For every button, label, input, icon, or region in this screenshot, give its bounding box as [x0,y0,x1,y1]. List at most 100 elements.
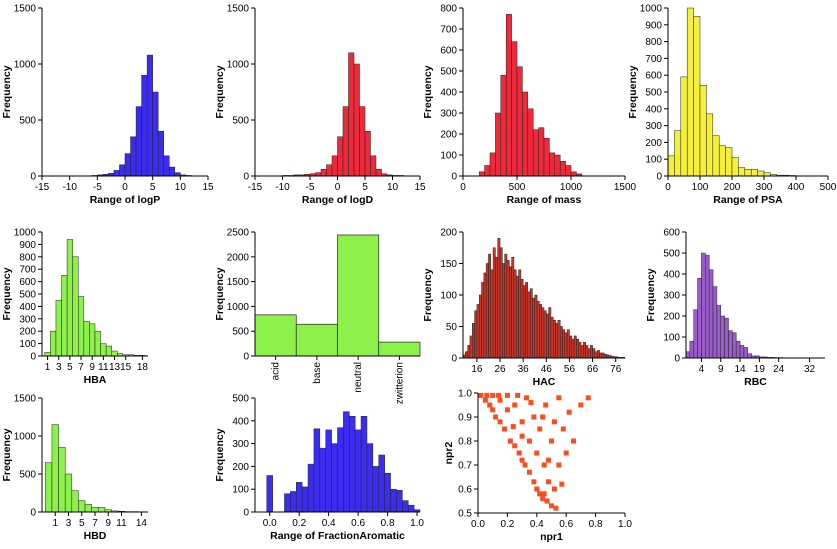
x-tick-label: 15 [120,362,132,373]
bar [504,253,508,359]
y-tick-label: 200 [19,327,36,338]
bar [550,316,554,359]
bar [739,345,745,359]
bar [489,152,496,177]
y-tick-label: 0 [243,172,249,183]
bar [390,488,397,513]
bar [674,130,682,177]
bar [693,309,698,359]
y-tick-label: 0 [674,354,680,365]
point [526,438,532,444]
x-tick-label: 26 [494,364,506,375]
bar [467,345,471,359]
point [537,491,543,497]
point [507,438,513,444]
x-tick-label: 3 [56,362,62,373]
bar [84,504,92,513]
x-axis-label: Range of FractionAromatic [270,530,405,542]
x-tick-label: 9 [718,364,724,375]
bar [685,351,691,359]
y-tick-label: 1000 [227,302,250,313]
y-tick-label: 800 [645,37,662,48]
point [512,402,518,408]
y-tick-label: 100 [645,155,662,166]
x-tick-label: 5 [67,362,73,373]
y-axis-label: Frequency [1,65,13,118]
point [541,462,547,468]
x-tick-label: 19 [754,364,766,375]
bar [750,169,758,177]
point [551,486,557,492]
bar [484,165,491,177]
bar [553,319,556,359]
y-tick-label: 0.6 [458,485,472,496]
bar [337,136,344,177]
y-tick-label: 150 [440,259,457,270]
bar [163,155,170,177]
y-tick-label: 300 [663,291,680,302]
point [515,392,521,398]
bar [284,493,291,513]
bar [505,14,512,177]
bar [492,247,496,359]
bar [718,145,726,177]
point [487,402,493,408]
bar [708,269,714,359]
bar [500,74,507,177]
x-tick-label: 56 [564,364,576,375]
x-tick-label: 1500 [614,182,637,193]
y-tick-label: 600 [645,71,662,82]
x-tick-label: 0.2 [292,518,306,529]
point [551,419,557,425]
x-axis-label: RBC [744,376,767,388]
y-tick-label: 900 [645,20,662,31]
x-tick-label: -5 [306,182,315,193]
bar [469,335,473,359]
bar [290,491,297,513]
point [537,426,543,432]
y-tick-label: 300 [232,439,249,450]
bar [495,256,498,359]
point [546,457,552,463]
point [501,426,507,432]
bar [569,335,573,359]
bar [157,130,164,177]
bar [331,443,338,513]
x-tick-label: neutral [353,362,364,393]
x-tick-label: 0.4 [322,518,336,529]
x-tick-label: 76 [610,364,622,375]
bar [113,170,120,177]
x-tick-label: 300 [756,182,773,193]
y-tick-label: 400 [232,416,249,427]
y-tick-label: 500 [232,116,249,127]
bar [375,169,382,177]
y-tick-label: 600 [663,228,680,239]
bar [543,137,550,177]
bar [499,247,503,359]
x-tick-label: 1.0 [618,519,632,530]
x-tick-label: 11 [116,518,127,529]
bar [570,171,577,177]
bar [485,263,489,359]
point [534,450,540,456]
y-tick-label: 1000 [640,4,663,15]
point [490,392,496,398]
y-tick-label: 200 [440,130,457,141]
bar [712,135,720,177]
bar [543,310,547,359]
x-tick-label: 14 [734,364,746,375]
x-axis-label: HAC [533,376,556,388]
bar [559,326,563,359]
y-axis-label: Frequency [1,267,13,320]
x-tick-label: 10 [175,182,187,193]
bar [78,296,85,357]
bar [343,411,350,513]
bar [105,345,112,357]
bar [724,317,729,359]
bar [315,172,322,177]
bar [472,323,475,359]
bar [738,167,746,177]
x-tick-label: 5 [79,518,85,529]
point [478,392,484,398]
bar [590,345,593,359]
